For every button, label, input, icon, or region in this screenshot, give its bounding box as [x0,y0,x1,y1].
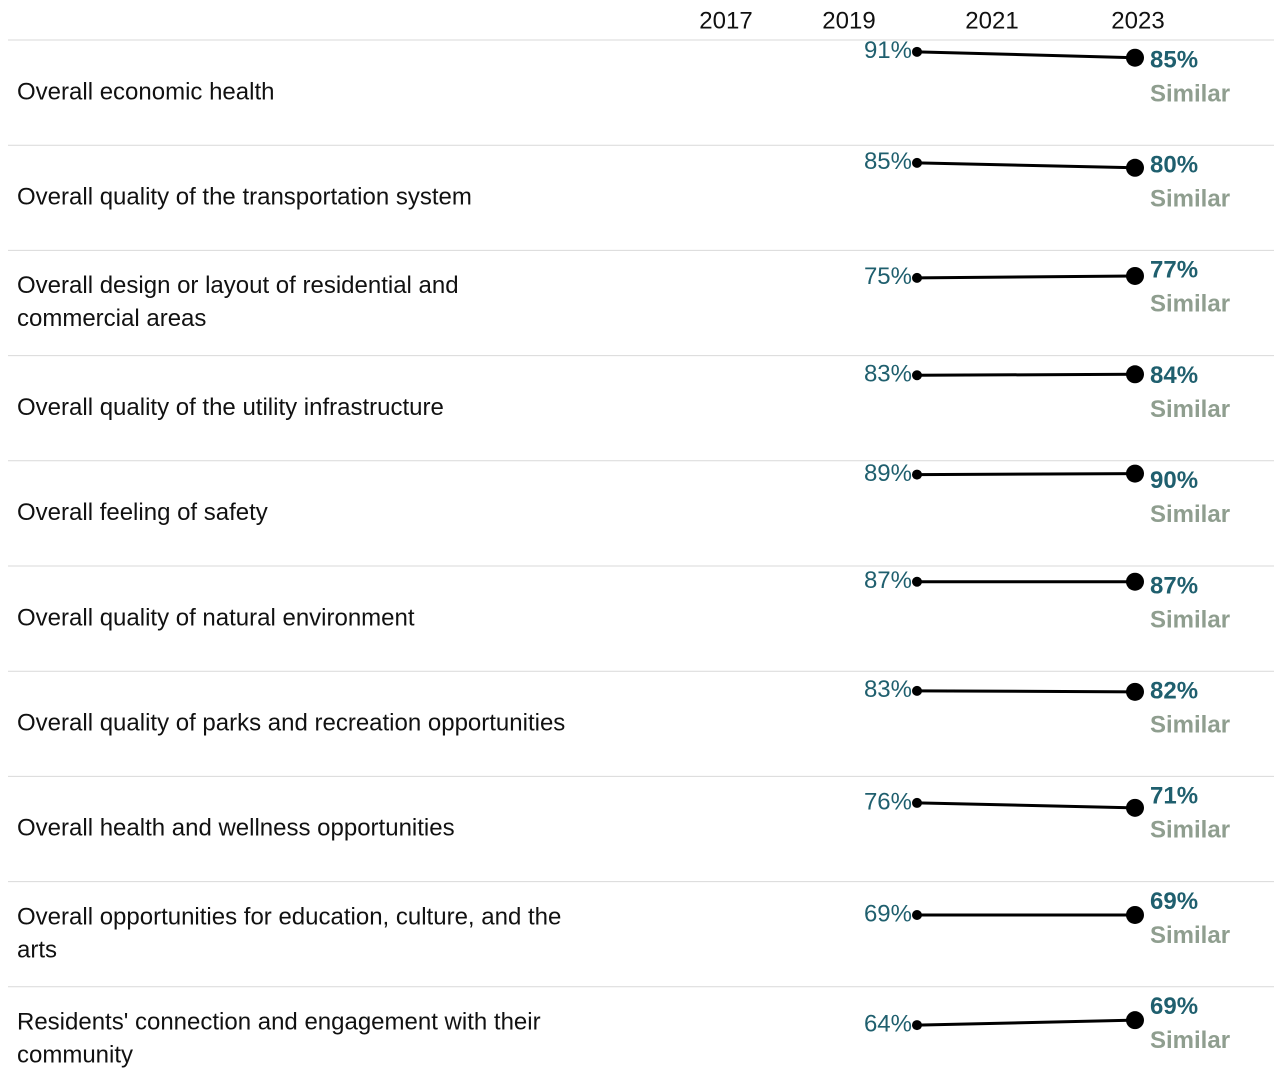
trend-line [916,1018,1136,1027]
trend-line [916,50,1136,60]
past-dot [912,797,922,808]
past-value-label: 75% [864,263,912,290]
past-dot [912,1020,922,1031]
row-label: Overall economic health [17,78,274,105]
row-label: Overall quality of the utility infrastru… [17,394,444,421]
current-dot [1126,905,1144,924]
past-dot [912,272,922,283]
past-dot [912,370,922,381]
row-label: Overall design or layout of residential … [17,272,459,299]
trend-line [916,472,1136,477]
current-value-label: 80% [1150,152,1198,179]
comparison-label: Similar [1150,186,1230,213]
current-dot [1126,365,1144,384]
current-dot [1126,48,1144,67]
row-label: Overall opportunities for education, cul… [17,903,561,930]
current-value-label: 82% [1150,678,1198,705]
trend-line [916,274,1136,280]
row-label: Overall quality of the transportation sy… [17,184,472,211]
year-label: 2019 [822,7,875,34]
current-dot [1126,572,1144,591]
comparison-label: Similar [1150,396,1230,423]
year-label: 2017 [699,7,752,34]
comparison-label: Similar [1150,606,1230,633]
row-label: Overall quality of natural environment [17,604,415,631]
past-value-label: 83% [864,676,912,703]
past-value-label: 76% [864,788,912,815]
current-dot [1126,266,1144,285]
current-value-label: 87% [1150,572,1198,599]
past-value-label: 87% [864,567,912,594]
current-value-label: 85% [1150,46,1198,73]
current-value-label: 69% [1150,993,1198,1020]
current-value-label: 90% [1150,467,1198,494]
current-dot [1126,158,1144,177]
comparison-label: Similar [1150,1027,1230,1054]
comparison-label: Similar [1150,501,1230,528]
past-dot [912,909,922,920]
past-value-label: 64% [864,1010,912,1037]
row-label: Residents' connection and engagement wit… [17,1009,541,1036]
comparison-label: Similar [1150,817,1230,844]
current-dot [1126,798,1144,817]
current-value-label: 84% [1150,362,1198,389]
comparison-label: Similar [1150,80,1230,107]
year-label: 2021 [965,7,1018,34]
past-dot [912,576,922,587]
current-dot [1126,464,1144,483]
current-value-label: 77% [1150,257,1198,284]
row-label: Overall health and wellness opportunitie… [17,815,455,842]
current-value-label: 71% [1150,783,1198,810]
row-label: Overall feeling of safety [17,499,268,526]
current-dot [1126,1011,1144,1030]
row-label: commercial areas [17,305,206,332]
trend-line [916,801,1136,810]
past-value-label: 91% [864,37,912,64]
row-label: community [17,1042,133,1069]
past-value-label: 85% [864,148,912,175]
past-value-label: 69% [864,900,912,927]
past-dot [912,685,922,696]
current-dot [1126,682,1144,701]
current-value-label: 69% [1150,888,1198,915]
past-dot [912,157,922,168]
row-label: Overall quality of parks and recreation … [17,710,565,737]
trend-line [916,689,1136,694]
past-dot [912,469,922,480]
comparison-label: Similar [1150,922,1230,949]
comparison-label: Similar [1150,712,1230,739]
row-label: arts [17,936,57,963]
trend-line [916,161,1136,170]
past-value-label: 83% [864,361,912,388]
past-dot [912,46,922,57]
year-label: 2023 [1111,7,1164,34]
comparison-label: Similar [1150,291,1230,318]
trend-line [916,372,1136,377]
past-value-label: 89% [864,460,912,487]
